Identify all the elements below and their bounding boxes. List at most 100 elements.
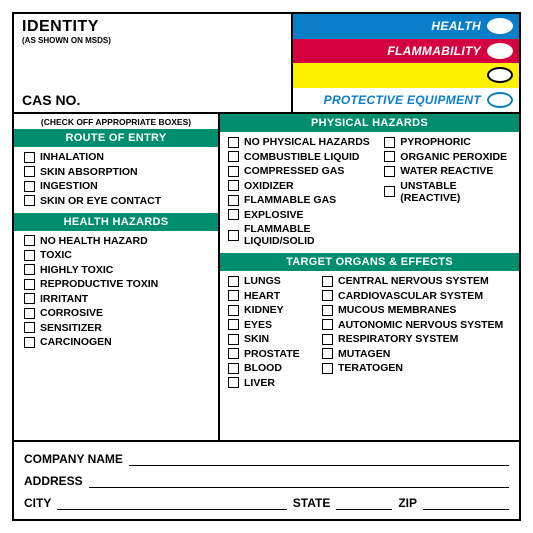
check-label: HEART: [244, 290, 280, 302]
identity-title: IDENTITY: [22, 18, 283, 36]
checkbox[interactable]: [24, 308, 35, 319]
checkbox[interactable]: [228, 195, 239, 206]
check-label: OXIDIZER: [244, 180, 294, 192]
target-organs-col2: CENTRAL NERVOUS SYSTEM CARDIOVASCULAR SYS…: [322, 275, 503, 434]
check-label: SKIN ABSORPTION: [40, 166, 138, 178]
check-label: TERATOGEN: [338, 362, 403, 374]
checkbox[interactable]: [384, 186, 395, 197]
bottom-fields: COMPANY NAME ADDRESS CITY STATE ZIP: [14, 440, 519, 518]
left-column: (CHECK OFF APPROPRIATE BOXES) ROUTE OF E…: [14, 114, 220, 440]
company-field[interactable]: [129, 452, 509, 466]
checkbox[interactable]: [24, 195, 35, 206]
address-field[interactable]: [89, 474, 509, 488]
checkbox[interactable]: [228, 166, 239, 177]
check-label: WATER REACTIVE: [400, 165, 493, 177]
state-label: STATE: [293, 496, 331, 510]
checkbox[interactable]: [384, 137, 395, 148]
check-label: KIDNEY: [244, 304, 284, 316]
checkbox[interactable]: [228, 209, 239, 220]
checkbox[interactable]: [24, 235, 35, 246]
checkbox[interactable]: [228, 319, 239, 330]
checkbox[interactable]: [228, 151, 239, 162]
check-item: SENSITIZER: [24, 322, 212, 334]
checkbox[interactable]: [228, 377, 239, 388]
physical-hazards-col2: PYROPHORICORGANIC PEROXIDEWATER REACTIVE…: [384, 136, 513, 247]
checkbox[interactable]: [228, 290, 239, 301]
health-hazards-header: HEALTH HAZARDS: [14, 213, 218, 231]
checkbox[interactable]: [322, 276, 333, 287]
check-label: CENTRAL NERVOUS SYSTEM: [338, 275, 489, 287]
check-label: EYES: [244, 319, 272, 331]
check-item: HEART: [228, 290, 314, 302]
check-label: COMPRESSED GAS: [244, 165, 344, 177]
check-label: IRRITANT: [40, 293, 88, 305]
check-item: LUNGS: [228, 275, 314, 287]
city-field[interactable]: [57, 496, 286, 510]
nfpa-reactivity-oval[interactable]: [487, 67, 513, 83]
checkbox[interactable]: [24, 322, 35, 333]
checkbox[interactable]: [24, 181, 35, 192]
target-organs-list: LUNGSHEARTKIDNEYEYESSKINPROSTATEBLOODLIV…: [220, 271, 519, 440]
check-label: BLOOD: [244, 362, 282, 374]
check-item: BLOOD: [228, 362, 314, 374]
check-item: CORROSIVE: [24, 307, 212, 319]
checkbox[interactable]: [322, 305, 333, 316]
nfpa-flammability-label: FLAMMABILITY: [387, 44, 481, 58]
checkbox[interactable]: [24, 166, 35, 177]
checkbox[interactable]: [228, 137, 239, 148]
checkbox[interactable]: [322, 348, 333, 359]
checkbox[interactable]: [322, 290, 333, 301]
check-note: (CHECK OFF APPROPRIATE BOXES): [14, 114, 218, 129]
checkbox[interactable]: [228, 305, 239, 316]
checkbox[interactable]: [322, 334, 333, 345]
check-item: REPRODUCTIVE TOXIN: [24, 278, 212, 290]
check-item: UNSTABLE (REACTIVE): [384, 180, 513, 204]
nfpa-health-label: HEALTH: [431, 19, 481, 33]
check-label: REPRODUCTIVE TOXIN: [40, 278, 158, 290]
check-item: PROSTATE: [228, 348, 314, 360]
checkbox[interactable]: [228, 276, 239, 287]
checkbox[interactable]: [322, 319, 333, 330]
checkbox[interactable]: [228, 348, 239, 359]
nfpa-health-oval[interactable]: [487, 18, 513, 34]
check-item: IRRITANT: [24, 293, 212, 305]
identity-subtitle: (AS SHOWN ON MSDS): [22, 36, 283, 45]
nfpa-flammability-oval[interactable]: [487, 43, 513, 59]
checkbox[interactable]: [384, 166, 395, 177]
address-label: ADDRESS: [24, 474, 83, 488]
physical-hazards-header: PHYSICAL HAZARDS: [220, 114, 519, 132]
check-label: FLAMMABLE LIQUID/SOLID: [244, 223, 376, 247]
nfpa-protective-oval[interactable]: [487, 92, 513, 108]
check-item: FLAMMABLE LIQUID/SOLID: [228, 223, 376, 247]
check-label: NO PHYSICAL HAZARDS: [244, 136, 370, 148]
zip-field[interactable]: [423, 496, 509, 510]
checkbox[interactable]: [228, 334, 239, 345]
checkbox[interactable]: [228, 363, 239, 374]
check-label: SKIN: [244, 333, 269, 345]
checkbox[interactable]: [24, 279, 35, 290]
check-item: COMPRESSED GAS: [228, 165, 376, 177]
check-label: MUTAGEN: [338, 348, 390, 360]
hazard-label: IDENTITY (AS SHOWN ON MSDS) CAS NO. HEAL…: [12, 12, 521, 521]
checkbox[interactable]: [322, 363, 333, 374]
check-item: FLAMMABLE GAS: [228, 194, 376, 206]
check-item: SKIN: [228, 333, 314, 345]
check-label: PROSTATE: [244, 348, 300, 360]
checkbox[interactable]: [228, 230, 239, 241]
checkbox[interactable]: [24, 264, 35, 275]
checkbox[interactable]: [24, 293, 35, 304]
target-organs-header: TARGET ORGANS & EFFECTS: [220, 253, 519, 271]
checkbox[interactable]: [24, 337, 35, 348]
checkbox[interactable]: [24, 152, 35, 163]
check-item: MUTAGEN: [322, 348, 503, 360]
identity-box: IDENTITY (AS SHOWN ON MSDS) CAS NO.: [14, 14, 293, 112]
company-row: COMPANY NAME: [24, 452, 509, 466]
check-label: LUNGS: [244, 275, 281, 287]
middle-section: (CHECK OFF APPROPRIATE BOXES) ROUTE OF E…: [14, 112, 519, 440]
checkbox[interactable]: [228, 180, 239, 191]
check-item: CARDIOVASCULAR SYSTEM: [322, 290, 503, 302]
state-field[interactable]: [336, 496, 392, 510]
checkbox[interactable]: [384, 151, 395, 162]
check-label: ORGANIC PEROXIDE: [400, 151, 507, 163]
checkbox[interactable]: [24, 250, 35, 261]
